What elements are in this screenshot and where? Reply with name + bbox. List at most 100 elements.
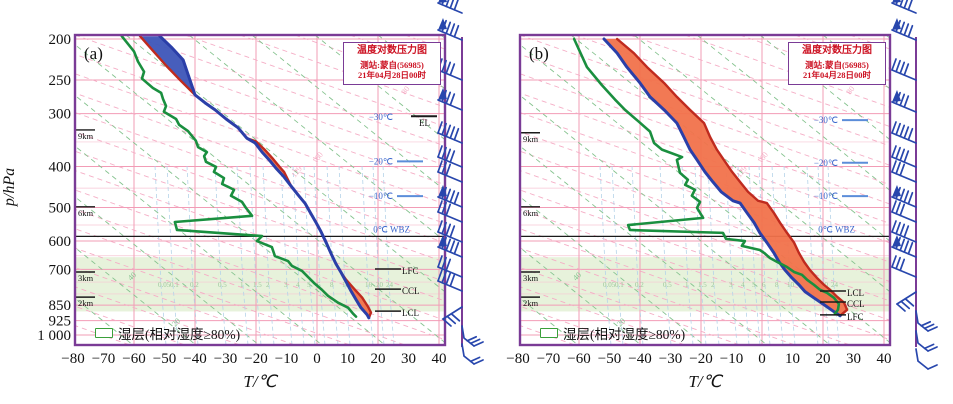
mixing-ratio-line [280, 165, 293, 345]
moist-adiabat-line [570, 35, 890, 293]
temperature-curve [602, 37, 842, 318]
dry-adiabat-line [520, 267, 741, 345]
panel-a-plot: 0.05 0.1 0.2 0.5 1 1.5 2 3 4 5 6 8 10 16 20 24129160804… [61, 33, 447, 367]
temp-tick-label: −60 [567, 351, 590, 367]
dry-adiabat-line [184, 35, 445, 128]
wind-barb-stroke [907, 241, 914, 255]
dry-adiabat-line [75, 286, 241, 345]
temp-tick-label: −20 [244, 351, 267, 367]
wind-barb-stroke [445, 148, 452, 162]
wind-barb-stroke [442, 306, 463, 320]
wind-barb-stroke [442, 318, 452, 327]
wind-barb-stroke [899, 0, 904, 8]
temp-tick-label: 10 [340, 351, 355, 367]
wind-barb-stroke [441, 59, 447, 73]
moist-layer-legend-label: 湿层(相对湿度≥80%) [118, 327, 241, 342]
mixing-ratio-line [737, 165, 750, 345]
dry-adiabat-line [75, 170, 445, 302]
mixing-ratio-label: 1 [685, 281, 689, 289]
adiabat-value-label: 80 [399, 84, 411, 96]
wind-barb-stroke [453, 191, 460, 205]
mixing-ratio-label: 3 [284, 281, 288, 289]
mixing-ratio-label: 5 [752, 281, 756, 289]
wind-barb-stroke [891, 145, 897, 158]
wind-barb-stroke [453, 24, 460, 38]
wind-barb-stroke [927, 346, 938, 352]
x-axis-title-b: T/℃ [688, 372, 722, 391]
panel-a-moist-layer-legend: 湿层(相对湿度≥80%) [95, 323, 240, 343]
wind-barb-flag [438, 18, 447, 30]
pressure-tick-label: 925 [49, 314, 72, 330]
temp-tick-label: −30 [214, 351, 237, 367]
temp-tick-label: 30 [846, 351, 861, 367]
height-tick-label: 6km [78, 208, 94, 218]
wind-barb-stroke [469, 356, 481, 363]
wind-barb-stroke [895, 256, 901, 270]
moist-adiabat-line [75, 44, 445, 344]
moist-adiabat-line [314, 35, 445, 141]
wind-barb-stroke [441, 270, 447, 284]
mixing-ratio-line [758, 165, 771, 345]
wind-barb-stroke [903, 150, 910, 163]
moist-adiabat-line [520, 145, 768, 345]
wind-barb-flag [438, 88, 447, 100]
mixing-ratio-label: 20 [376, 281, 384, 289]
moist-adiabat-line [633, 35, 890, 242]
temp-tick-label: 30 [401, 351, 416, 367]
dry-adiabat-line [520, 247, 796, 345]
wind-barb-stroke [453, 241, 460, 255]
info-station: 测站:蒙自(56985) [360, 59, 424, 70]
height-tick-label: 2km [78, 298, 94, 308]
wind-barb-flag [892, 18, 901, 30]
wind-barb-stroke [895, 161, 901, 175]
wind-barb-stroke [891, 200, 897, 213]
wind-barb-stroke [437, 200, 443, 213]
wind-barb-flag [892, 235, 901, 247]
wind-barb-stroke [895, 146, 901, 160]
info-title: 温度对数压力图 [357, 45, 427, 56]
wind-barb-stroke [896, 291, 917, 305]
wind-barb-stroke [441, 186, 447, 200]
pressure-tick-label: 850 [49, 298, 72, 314]
wind-barb-stroke [445, 272, 452, 286]
wind-barb-stroke [903, 126, 910, 139]
mixing-ratio-line [631, 165, 644, 345]
temp-tick-label: −30 [659, 351, 682, 367]
height-tick-label: 9km [78, 131, 94, 141]
wind-barb-stroke [441, 221, 447, 235]
temp-tick-label: −20 [689, 351, 712, 367]
temp-tick-label: 10 [785, 351, 800, 367]
mixing-ratio-line [361, 165, 374, 345]
info-time: 21年04月28日00时 [802, 70, 871, 81]
wind-barb-flag [892, 90, 901, 102]
dry-adiabat-line [905, 35, 953, 345]
mixing-ratio-line [214, 165, 227, 345]
moist-adiabat-line [822, 35, 890, 90]
mixing-ratio-line [827, 165, 840, 345]
dry-adiabat-line [75, 73, 445, 205]
height-tick-label: 3km [78, 273, 94, 283]
temp-tick-label: −10 [275, 351, 298, 367]
panel-b-plot-area: 0.050.10.20.511.523456810162024129160804… [520, 35, 953, 345]
mixing-ratio-line [186, 165, 199, 345]
mixing-ratio-label: 0.05 [603, 281, 616, 289]
wind-barb-stroke [445, 124, 452, 138]
mixing-ratio-line [611, 165, 624, 345]
pressure-tick-label: 200 [49, 32, 72, 48]
mixing-ratio-line [338, 165, 351, 345]
dry-adiabat-line [520, 73, 890, 205]
wind-barb-stroke [445, 238, 452, 252]
wind-barb-stroke [895, 91, 901, 105]
wind-barb-stroke [449, 126, 456, 139]
dry-adiabat-line [520, 170, 890, 302]
wind-barb-stroke [445, 258, 452, 272]
pressure-tick-label: 700 [49, 262, 72, 278]
temp-tick-label: 0 [313, 351, 321, 367]
moist-adiabat-line [377, 35, 445, 90]
dry-adiabat-line [520, 286, 686, 345]
dry-adiabat-line [75, 247, 351, 345]
dry-adiabat-line [684, 35, 890, 108]
wind-barb-stroke [903, 95, 910, 108]
mixing-ratio-line [154, 165, 167, 345]
wind-barb-stroke [441, 236, 447, 250]
